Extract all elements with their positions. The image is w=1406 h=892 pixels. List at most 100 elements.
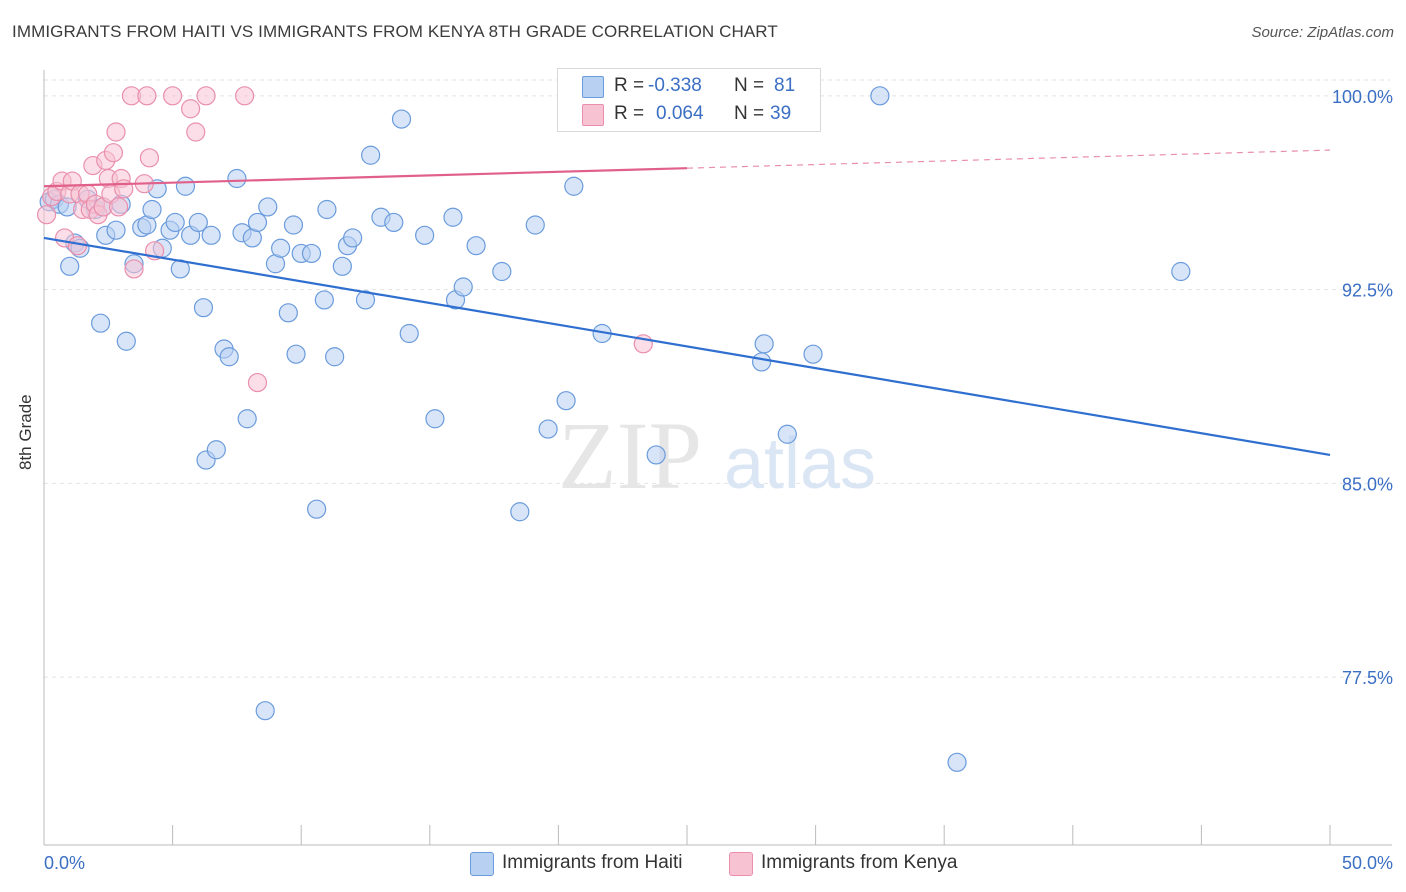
haiti-point-48 bbox=[314, 290, 334, 310]
haiti-trend-line bbox=[43, 236, 1331, 457]
kenya-point-32 bbox=[186, 122, 206, 142]
x-tick-label-1: 50.0% bbox=[1342, 853, 1393, 873]
kenya-point-31 bbox=[181, 99, 201, 119]
x-tick-label-0: 0.0% bbox=[44, 853, 85, 873]
haiti-point-37 bbox=[247, 212, 268, 233]
haiti-point-69 bbox=[538, 419, 558, 439]
haiti-point-79 bbox=[947, 752, 967, 772]
haiti-point-77 bbox=[803, 344, 823, 364]
legend-n-label-haiti: N = bbox=[734, 75, 765, 96]
haiti-point-12 bbox=[106, 220, 126, 240]
haiti-point-51 bbox=[332, 256, 352, 276]
haiti-point-44 bbox=[286, 344, 306, 364]
haiti-point-24 bbox=[175, 176, 196, 196]
haiti-point-33 bbox=[227, 168, 247, 189]
haiti-point-58 bbox=[391, 109, 412, 129]
haiti-point-64 bbox=[453, 277, 473, 297]
legend-n-value-haiti: 81 bbox=[774, 75, 796, 96]
legend-label-kenya: Immigrants from Kenya bbox=[761, 852, 958, 873]
x-tick-labels: 0.0% 50.0% bbox=[44, 853, 1393, 873]
legend-swatch-haiti-bottom bbox=[470, 852, 494, 876]
haiti-point-42 bbox=[278, 303, 298, 323]
haiti-point-76 bbox=[777, 424, 797, 444]
legend-swatch-kenya-bottom bbox=[729, 852, 753, 876]
haiti-point-18 bbox=[142, 199, 162, 220]
kenya-point-34 bbox=[235, 86, 255, 106]
grid-lines bbox=[44, 79, 1390, 678]
haiti-point-78 bbox=[870, 86, 890, 106]
source-label: Source: ZipAtlas.com bbox=[1251, 24, 1394, 41]
haiti-point-57 bbox=[384, 212, 404, 233]
haiti-point-71 bbox=[564, 176, 584, 196]
haiti-point-26 bbox=[188, 212, 208, 233]
legend-r-value-kenya: 0.064 bbox=[656, 103, 704, 124]
kenya-point-27 bbox=[137, 86, 157, 106]
kenya-trend-line bbox=[43, 167, 688, 188]
kenya-point-25 bbox=[124, 259, 144, 279]
y-tick-label-1: 85.0% bbox=[1342, 474, 1393, 494]
haiti-point-32 bbox=[219, 347, 239, 367]
haiti-point-70 bbox=[556, 391, 576, 411]
legend-r-label-kenya: R = bbox=[614, 103, 645, 124]
legend-n-label-kenya: N = bbox=[734, 103, 765, 124]
kenya-point-21 bbox=[108, 197, 129, 217]
haiti-point-41 bbox=[271, 238, 291, 258]
haiti-point-43 bbox=[283, 215, 304, 235]
watermark: ZIP atlas bbox=[558, 402, 876, 509]
haiti-point-53 bbox=[343, 228, 363, 248]
y-tick-label-3: 100.0% bbox=[1332, 87, 1393, 107]
haiti-point-49 bbox=[317, 199, 337, 220]
haiti-point-29 bbox=[201, 225, 221, 245]
haiti-point-4 bbox=[60, 256, 80, 276]
kenya-point-30 bbox=[163, 86, 183, 106]
kenya-point-20 bbox=[106, 122, 126, 142]
haiti-point-75 bbox=[754, 334, 774, 354]
haiti-point-9 bbox=[90, 313, 111, 333]
haiti-point-65 bbox=[466, 236, 486, 256]
haiti-point-38 bbox=[255, 701, 275, 721]
haiti-point-46 bbox=[301, 243, 322, 264]
watermark-atlas: atlas bbox=[724, 424, 876, 504]
kenya-trend-extension bbox=[686, 149, 1331, 169]
series-haiti-points bbox=[39, 86, 1191, 772]
legend-swatch-haiti bbox=[582, 76, 604, 98]
series-kenya-points bbox=[36, 86, 715, 393]
series-legend: Immigrants from Haiti Immigrants from Ke… bbox=[0, 850, 1406, 880]
haiti-point-47 bbox=[307, 499, 327, 519]
kenya-point-35 bbox=[247, 372, 268, 393]
haiti-point-60 bbox=[415, 225, 435, 245]
legend-n-value-kenya: 39 bbox=[770, 103, 792, 124]
y-tick-label-0: 77.5% bbox=[1342, 668, 1393, 688]
haiti-point-54 bbox=[355, 290, 376, 310]
haiti-point-61 bbox=[425, 409, 445, 429]
legend-swatch-kenya bbox=[582, 104, 604, 126]
kenya-point-19 bbox=[103, 143, 124, 163]
haiti-point-55 bbox=[361, 145, 381, 165]
haiti-point-27 bbox=[193, 298, 214, 318]
haiti-point-66 bbox=[492, 261, 512, 282]
haiti-point-14 bbox=[116, 331, 136, 351]
legend-r-value-haiti: -0.338 bbox=[648, 75, 702, 96]
haiti-point-30 bbox=[206, 440, 226, 460]
haiti-point-50 bbox=[325, 347, 345, 367]
trend-lines bbox=[43, 149, 1331, 457]
correlation-legend: R = -0.338 N = 81 R = 0.064 N = 39 bbox=[557, 68, 821, 132]
chart-title: IMMIGRANTS FROM HAITI VS IMMIGRANTS FROM… bbox=[12, 22, 778, 41]
haiti-point-68 bbox=[525, 215, 545, 235]
haiti-point-62 bbox=[443, 207, 463, 227]
kenya-point-33 bbox=[196, 86, 216, 106]
haiti-point-67 bbox=[510, 502, 530, 522]
haiti-point-80 bbox=[1171, 261, 1191, 282]
haiti-point-35 bbox=[237, 409, 257, 429]
legend-label-haiti: Immigrants from Haiti bbox=[502, 852, 683, 873]
legend-r-label-haiti: R = bbox=[614, 75, 645, 96]
y-tick-labels: 77.5% 85.0% 92.5% 100.0% bbox=[1332, 87, 1393, 688]
haiti-point-59 bbox=[399, 323, 419, 344]
haiti-point-22 bbox=[165, 212, 185, 233]
kenya-point-0 bbox=[36, 205, 57, 225]
haiti-point-74 bbox=[751, 352, 772, 372]
y-tick-label-2: 92.5% bbox=[1342, 281, 1393, 301]
haiti-point-39 bbox=[258, 197, 278, 217]
y-axis-label: 8th Grade bbox=[16, 394, 35, 470]
